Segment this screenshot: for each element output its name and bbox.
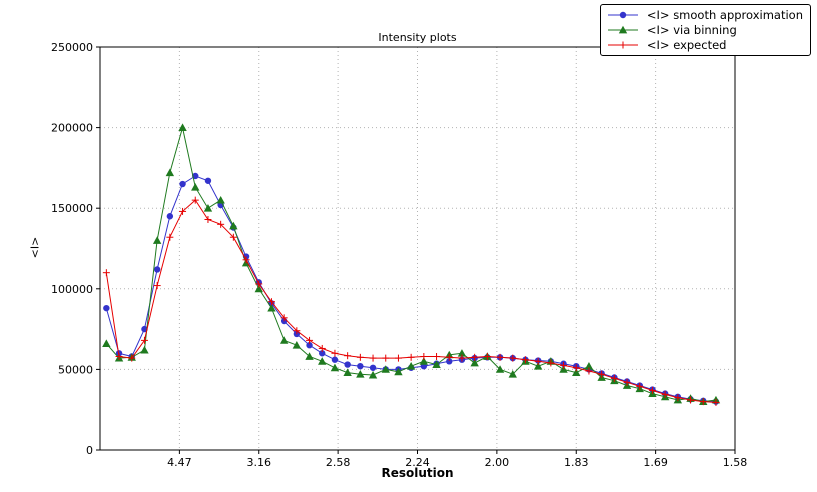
legend-item: <I> via binning bbox=[606, 23, 803, 37]
marker-triangle bbox=[330, 363, 340, 372]
marker-circle bbox=[369, 364, 377, 371]
marker-triangle bbox=[381, 365, 390, 373]
legend: <I> smooth approximation <I> via binning <… bbox=[599, 4, 811, 56]
marker-triangle bbox=[279, 336, 289, 344]
chart-title: Intensity plots bbox=[378, 31, 457, 44]
marker-circle bbox=[179, 180, 186, 188]
legend-label: <I> expected bbox=[646, 38, 727, 52]
marker-circle bbox=[344, 361, 351, 368]
series-line-2 bbox=[105, 199, 716, 403]
y-tick-label: 50000 bbox=[58, 363, 93, 376]
marker-triangle bbox=[470, 358, 479, 367]
y-tick-label: 100000 bbox=[51, 283, 93, 296]
x-tick-label: 4.47 bbox=[167, 456, 192, 469]
legend-triangle-icon bbox=[607, 25, 638, 34]
marker-circle bbox=[357, 362, 364, 370]
marker-triangle bbox=[432, 360, 441, 368]
marker-circle bbox=[446, 358, 453, 365]
marker-triangle bbox=[495, 365, 505, 373]
marker-triangle bbox=[533, 361, 543, 370]
legend-item: <I> expected bbox=[606, 38, 803, 52]
marker-triangle bbox=[318, 357, 327, 365]
marker-circle bbox=[166, 213, 174, 220]
marker-circle bbox=[141, 325, 148, 333]
x-tick-label: 3.16 bbox=[247, 456, 272, 469]
legend-label: <I> via binning bbox=[646, 23, 737, 37]
marker-triangle bbox=[267, 303, 276, 312]
y-axis-label: <I> bbox=[28, 236, 42, 259]
marker-circle bbox=[204, 177, 212, 184]
marker-triangle bbox=[457, 349, 467, 357]
x-axis-label: Resolution bbox=[381, 466, 454, 480]
marker-triangle bbox=[191, 183, 200, 191]
marker-triangle bbox=[508, 370, 517, 378]
y-tick-label: 0 bbox=[86, 444, 93, 457]
marker-triangle bbox=[305, 352, 314, 360]
x-tick-label: 2.24 bbox=[405, 456, 430, 469]
legend-plus-icon bbox=[607, 41, 638, 49]
x-tick-label: 1.58 bbox=[723, 456, 748, 469]
marker-triangle bbox=[406, 361, 416, 370]
y-tick-label: 200000 bbox=[51, 122, 93, 135]
marker-triangle bbox=[254, 284, 263, 293]
marker-circle bbox=[319, 350, 326, 357]
marker-triangle bbox=[419, 357, 429, 365]
marker-triangle bbox=[216, 195, 225, 204]
marker-triangle bbox=[356, 370, 365, 378]
y-tick-label: 150000 bbox=[51, 202, 93, 215]
marker-triangle bbox=[152, 236, 162, 244]
marker-triangle bbox=[584, 361, 594, 370]
marker-circle bbox=[153, 266, 161, 273]
marker-triangle bbox=[572, 368, 581, 377]
y-tick-label: 250000 bbox=[51, 41, 93, 54]
x-tick-label: 1.69 bbox=[643, 456, 668, 469]
marker-triangle bbox=[203, 204, 213, 212]
marker-triangle bbox=[559, 365, 568, 373]
marker-triangle bbox=[343, 368, 352, 377]
legend-circle-icon bbox=[607, 11, 638, 19]
marker-circle bbox=[331, 356, 339, 363]
marker-circle bbox=[103, 304, 110, 312]
marker-triangle bbox=[368, 370, 378, 379]
legend-item: <I> smooth approximation bbox=[606, 8, 803, 22]
marker-triangle bbox=[102, 339, 111, 348]
x-tick-label: 2.58 bbox=[326, 456, 351, 469]
marker-triangle bbox=[178, 123, 187, 131]
marker-triangle bbox=[140, 345, 149, 354]
legend-label: <I> smooth approximation bbox=[646, 8, 803, 22]
marker-triangle bbox=[165, 168, 175, 177]
marker-triangle bbox=[394, 367, 403, 376]
marker-triangle bbox=[292, 341, 302, 349]
marker-triangle bbox=[229, 221, 238, 230]
x-tick-label: 1.83 bbox=[564, 456, 589, 469]
x-tick-label: 2.00 bbox=[485, 456, 510, 469]
marker-circle bbox=[306, 342, 313, 349]
